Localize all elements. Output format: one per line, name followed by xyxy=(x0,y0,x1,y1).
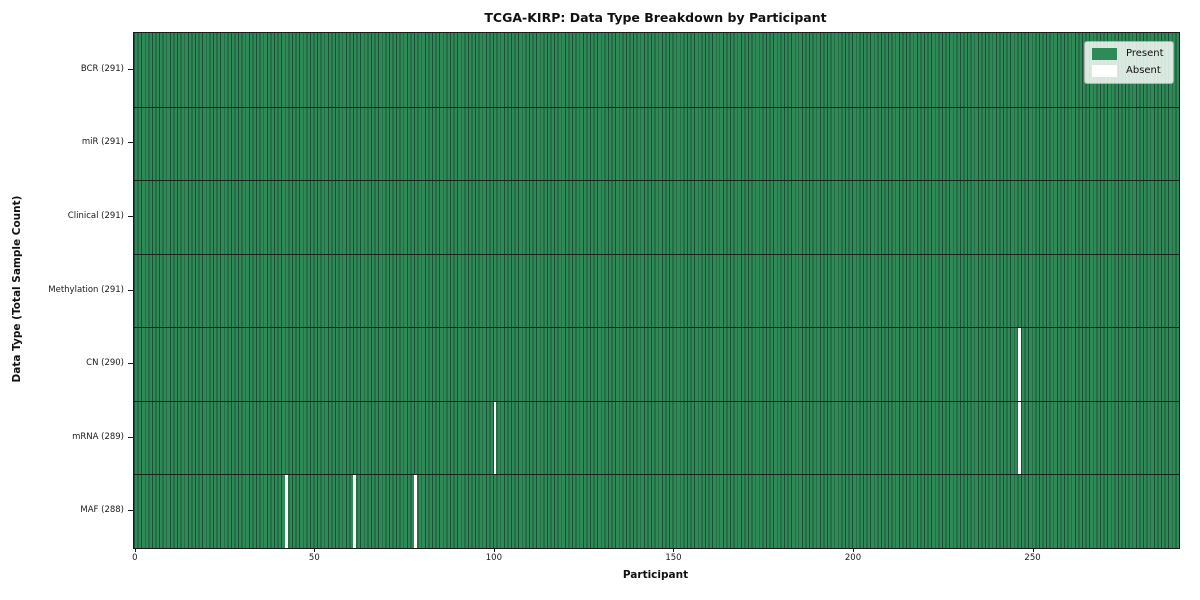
x-tick-label: 0 xyxy=(132,553,138,563)
x-tick xyxy=(673,548,675,552)
present-swatch xyxy=(1092,48,1117,60)
x-tick-label: 50 xyxy=(308,553,320,563)
x-tick xyxy=(134,548,136,552)
x-axis-label: Participant xyxy=(622,569,689,581)
y-tick-label: Clinical (291) xyxy=(67,210,124,221)
legend: Present Absent xyxy=(1084,41,1174,84)
datatype-row xyxy=(134,253,1179,328)
absent-mark xyxy=(1017,401,1021,475)
y-tick xyxy=(128,363,133,365)
x-tick xyxy=(493,548,495,552)
datatype-row xyxy=(134,180,1179,254)
absent-mark xyxy=(353,475,357,548)
y-tick xyxy=(128,510,133,512)
y-tick xyxy=(128,142,133,144)
y-tick-label: mRNA (289) xyxy=(72,431,124,442)
x-tick-label: 200 xyxy=(844,553,862,563)
legend-entry-present: Present xyxy=(1092,48,1164,60)
absent-mark xyxy=(1017,328,1021,401)
y-tick xyxy=(128,215,133,217)
legend-label-absent: Absent xyxy=(1126,65,1161,76)
y-tick-label: miR (291) xyxy=(81,137,124,148)
legend-entry-absent: Absent xyxy=(1092,65,1164,77)
x-tick xyxy=(314,548,316,552)
x-tick xyxy=(1032,548,1034,552)
y-tick-label: MAF (288) xyxy=(80,505,124,516)
datatype-row xyxy=(134,33,1179,107)
absent-mark xyxy=(493,401,497,475)
y-tick xyxy=(128,68,133,70)
x-tick-label: 250 xyxy=(1024,553,1041,563)
datatype-row xyxy=(134,474,1179,548)
chart-title: TCGA-KIRP: Data Type Breakdown by Partic… xyxy=(484,10,827,25)
y-tick-label: Methylation (291) xyxy=(48,284,124,295)
absent-swatch xyxy=(1092,65,1117,77)
datatype-row xyxy=(134,400,1179,475)
absent-mark xyxy=(285,475,289,548)
x-tick-label: 100 xyxy=(485,553,503,563)
y-tick xyxy=(128,436,133,438)
y-tick-label: BCR (291) xyxy=(80,63,124,74)
x-tick xyxy=(853,548,854,552)
x-tick-label: 150 xyxy=(665,553,682,563)
absent-mark xyxy=(414,475,418,548)
y-tick xyxy=(128,289,133,291)
legend-label-present: Present xyxy=(1126,48,1164,59)
datatype-row xyxy=(134,327,1179,401)
datatype-row xyxy=(134,106,1179,181)
y-tick-label: CN (290) xyxy=(86,358,124,369)
plot-area: Present Absent xyxy=(133,32,1180,549)
y-axis-label: Data Type (Total Sample Count) xyxy=(11,195,23,383)
